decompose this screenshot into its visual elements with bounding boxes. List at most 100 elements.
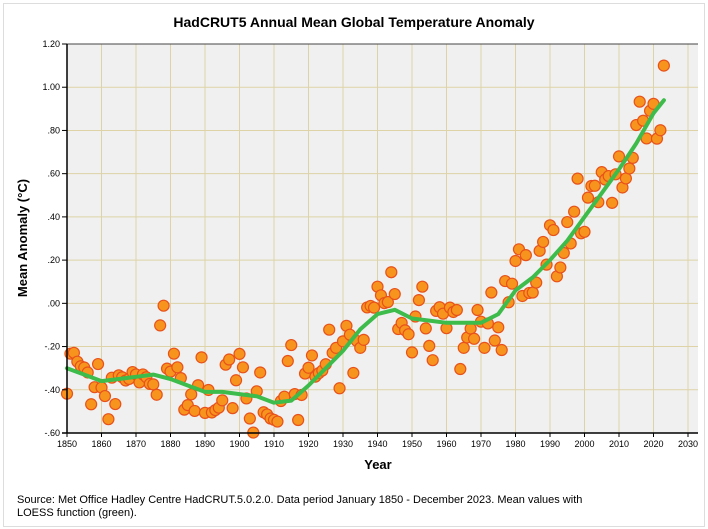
data-point xyxy=(236,361,250,374)
x-tick-label: 1910 xyxy=(264,439,284,449)
data-point xyxy=(468,332,481,345)
data-point xyxy=(405,346,419,359)
data-point xyxy=(419,322,432,335)
data-point xyxy=(571,172,584,185)
x-tick-label: 2010 xyxy=(609,439,629,449)
data-point xyxy=(223,353,236,366)
axis-ticks: 1850 1860 1870 1880 1890 1900 1910 1920 1930 1940… xyxy=(42,39,698,449)
data-point xyxy=(492,321,505,334)
data-point xyxy=(171,361,184,374)
x-tick-label: 1890 xyxy=(195,439,215,449)
data-point xyxy=(388,287,401,301)
data-point xyxy=(495,343,508,357)
data-point xyxy=(385,266,398,279)
x-tick-label: 1880 xyxy=(160,439,180,449)
x-tick-label: 1950 xyxy=(402,439,422,449)
data-point xyxy=(416,280,429,293)
data-point xyxy=(157,299,170,312)
data-point xyxy=(581,191,595,204)
data-point xyxy=(633,95,646,108)
x-tick-label: 1930 xyxy=(333,439,353,449)
data-point xyxy=(254,366,267,379)
y-tick-label: -.20 xyxy=(44,342,60,352)
data-point xyxy=(612,150,626,163)
data-point xyxy=(471,303,484,317)
data-point xyxy=(233,347,246,361)
data-point xyxy=(271,415,284,428)
x-tick-label: 1860 xyxy=(91,439,111,449)
x-tick-label: 2000 xyxy=(574,439,594,449)
data-point xyxy=(154,319,167,332)
data-point xyxy=(450,303,463,317)
data-point xyxy=(412,293,425,307)
source-note: Source: Met Office Hadley Centre HadCRUT… xyxy=(17,494,583,519)
x-tick-label: 1850 xyxy=(57,439,77,449)
data-point xyxy=(357,333,370,346)
data-point xyxy=(285,338,298,352)
data-point xyxy=(478,341,491,354)
data-point xyxy=(302,361,315,374)
data-point xyxy=(147,378,160,391)
data-point xyxy=(167,347,181,360)
data-point xyxy=(195,351,208,364)
data-point xyxy=(561,215,574,229)
data-point xyxy=(578,225,591,238)
x-axis-label: Year xyxy=(364,457,391,472)
x-tick-label: 1870 xyxy=(126,439,146,449)
data-point xyxy=(530,276,543,289)
data-point xyxy=(323,323,336,336)
y-axis-label: Mean Anomaly (°C) xyxy=(15,179,30,297)
data-point xyxy=(509,254,522,268)
x-tick-label: 1900 xyxy=(229,439,249,449)
data-point xyxy=(657,59,670,72)
data-point xyxy=(333,382,346,395)
loess-line xyxy=(65,98,666,405)
chart-frame xyxy=(3,3,705,527)
data-point xyxy=(457,341,470,354)
data-point xyxy=(619,172,633,185)
data-points xyxy=(60,59,670,439)
data-point xyxy=(109,397,122,411)
data-point xyxy=(454,362,467,376)
x-tick-label: 2020 xyxy=(643,439,663,449)
chart-title: HadCRUT5 Annual Mean Global Temperature … xyxy=(173,14,534,30)
data-point xyxy=(605,196,619,209)
x-tick-label: 1970 xyxy=(471,439,491,449)
data-point xyxy=(98,389,112,403)
data-point xyxy=(423,339,436,353)
y-tick-label: -.60 xyxy=(44,428,60,438)
data-point xyxy=(243,412,256,425)
x-tick-label: 2030 xyxy=(678,439,698,449)
data-point xyxy=(526,286,539,299)
data-point xyxy=(519,249,532,262)
data-point xyxy=(536,235,550,249)
data-point xyxy=(488,334,501,347)
data-point xyxy=(367,301,381,314)
y-tick-label: .60 xyxy=(47,169,60,179)
data-point xyxy=(485,286,498,299)
data-point xyxy=(281,354,294,368)
data-point xyxy=(292,413,305,427)
data-point xyxy=(547,223,560,237)
data-point xyxy=(402,328,415,341)
data-point xyxy=(505,277,519,290)
data-point xyxy=(305,349,319,362)
data-point xyxy=(381,295,394,309)
data-point xyxy=(426,354,439,367)
data-point xyxy=(623,162,636,175)
x-tick-label: 1960 xyxy=(436,439,456,449)
y-tick-label: .20 xyxy=(47,255,60,265)
data-point xyxy=(654,124,667,137)
data-point xyxy=(102,413,115,426)
data-point xyxy=(188,404,201,418)
data-point xyxy=(568,205,581,218)
data-point xyxy=(91,357,105,371)
data-point xyxy=(229,374,243,387)
y-tick-label: .00 xyxy=(47,298,60,308)
data-point xyxy=(347,366,360,380)
y-tick-label: 1.20 xyxy=(42,39,60,49)
data-point xyxy=(588,179,601,192)
loess-line-group xyxy=(65,98,666,405)
data-point xyxy=(226,402,239,415)
